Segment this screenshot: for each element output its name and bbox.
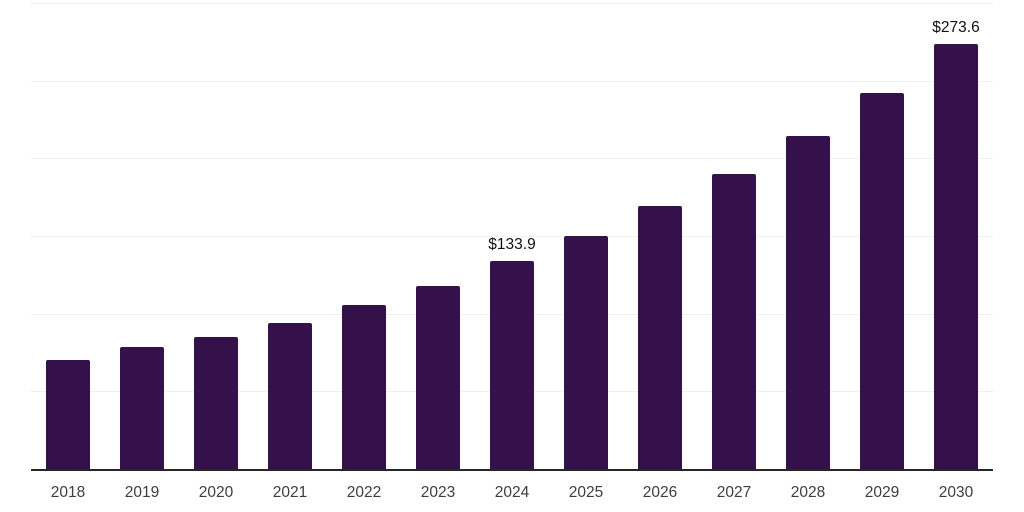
bar-2026 (638, 206, 682, 469)
x-tick-label: 2027 (716, 484, 752, 501)
x-tick-label: 2019 (124, 484, 160, 501)
bar-2022 (342, 304, 386, 469)
x-tick-label: 2024 (494, 484, 530, 501)
gridline (31, 3, 993, 4)
gridline (31, 80, 993, 82)
gridline (31, 158, 993, 160)
bar-2027 (712, 174, 756, 469)
bar-2023 (416, 285, 460, 469)
x-tick-label: 2026 (642, 484, 678, 501)
bar-2018 (46, 359, 90, 469)
x-tick-label: 2022 (346, 484, 382, 501)
bar-2020 (194, 336, 238, 469)
x-tick-label: 2030 (938, 484, 974, 501)
x-tick-label: 2025 (568, 484, 604, 501)
x-tick-label: 2029 (864, 484, 900, 501)
x-tick-label: 2023 (420, 484, 456, 501)
x-tick-label: 2020 (198, 484, 234, 501)
bar-2021 (268, 323, 312, 469)
gridline (31, 236, 993, 237)
x-tick-label: 2021 (272, 484, 308, 501)
bar-2025 (564, 236, 608, 469)
data-label-2024: $133.9 (488, 236, 536, 253)
data-label-2030: $273.6 (932, 19, 980, 36)
bar-2028 (786, 135, 830, 469)
bar-2019 (120, 346, 164, 469)
x-axis-line (31, 469, 993, 471)
x-tick-label: 2018 (50, 484, 86, 501)
bar-2030 (934, 44, 978, 469)
bar-2029 (860, 92, 904, 469)
bar-2024 (490, 261, 534, 469)
x-tick-label: 2028 (790, 484, 826, 501)
